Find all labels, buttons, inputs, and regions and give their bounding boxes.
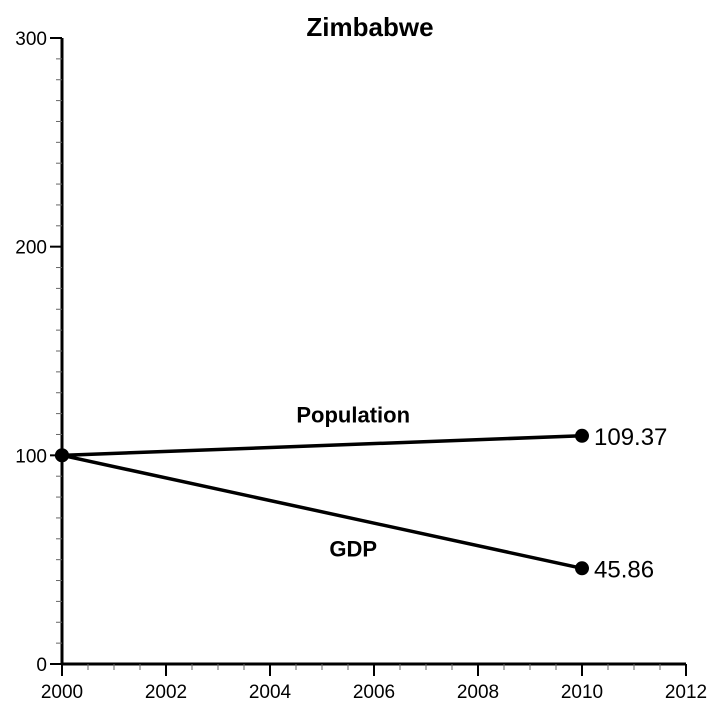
plot-marks: 109.37 Population 45.86 GDP bbox=[55, 402, 667, 583]
x-tick-label-2004: 2004 bbox=[249, 682, 292, 703]
population-line bbox=[61, 434, 583, 458]
gdp-end-label: 45.86 bbox=[594, 556, 654, 583]
gdp-line bbox=[61, 453, 583, 571]
gdp-point-2000 bbox=[55, 448, 69, 463]
y-tick-label-0: 0 bbox=[36, 655, 47, 676]
x-tick-label-2010: 2010 bbox=[561, 682, 603, 703]
y-tick-label-300: 300 bbox=[15, 29, 47, 50]
chart-title: Zimbabwe bbox=[306, 12, 433, 42]
gdp-point-2010 bbox=[575, 561, 589, 576]
axes: 0 100 200 300 2000 2002 2004 2006 2008 2010 2012 bbox=[15, 29, 707, 703]
x-tick-label-2008: 2008 bbox=[457, 682, 499, 703]
y-tick-label-200: 200 bbox=[15, 238, 47, 259]
x-tick-label-2012: 2012 bbox=[665, 682, 707, 703]
x-tick-label-2000: 2000 bbox=[41, 682, 83, 703]
gdp-series-label: GDP bbox=[329, 537, 377, 562]
y-tick-label-100: 100 bbox=[15, 446, 47, 467]
x-tick-label-2002: 2002 bbox=[145, 682, 187, 703]
population-series-label: Population bbox=[296, 402, 410, 427]
population-point-2010 bbox=[575, 428, 589, 443]
population-end-label: 109.37 bbox=[594, 424, 667, 451]
x-tick-label-2006: 2006 bbox=[353, 682, 395, 703]
